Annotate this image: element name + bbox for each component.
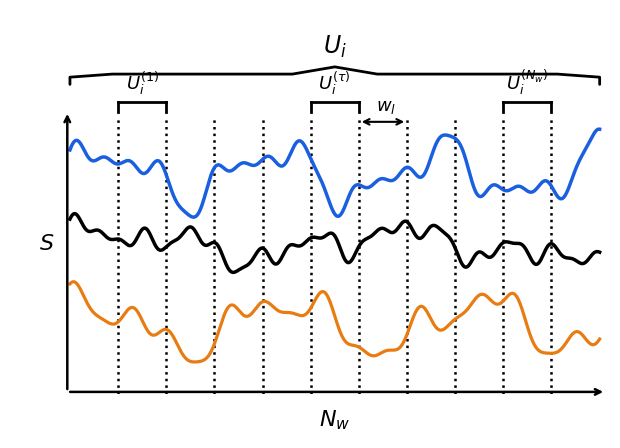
Text: $U_i^{(N_w)}$: $U_i^{(N_w)}$: [507, 69, 549, 97]
Text: $U_i^{(1)}$: $U_i^{(1)}$: [126, 69, 159, 97]
Text: $w_l$: $w_l$: [376, 98, 396, 116]
Text: $N_w$: $N_w$: [319, 408, 350, 432]
Text: $S$: $S$: [40, 234, 55, 254]
Text: $U_i^{(\tau)}$: $U_i^{(\tau)}$: [319, 69, 351, 97]
Text: $U_i$: $U_i$: [323, 34, 347, 60]
